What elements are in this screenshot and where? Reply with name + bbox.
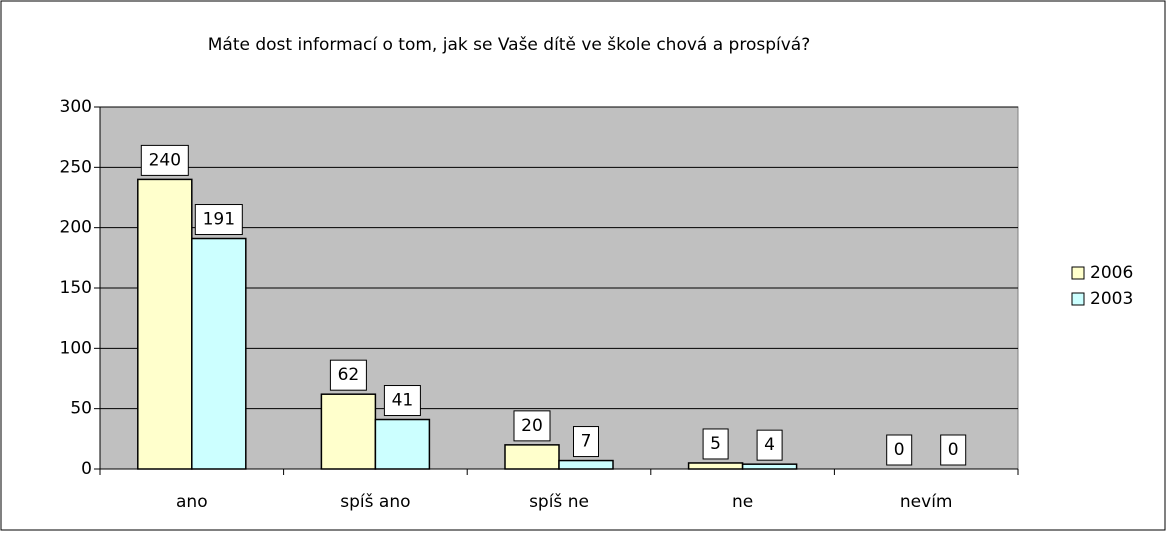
- bar: [137, 178, 193, 470]
- x-tick-label: ano: [176, 492, 208, 512]
- bar: [558, 459, 614, 470]
- data-label-box: [940, 434, 967, 466]
- data-label: 0: [894, 440, 905, 460]
- data-label: 5: [710, 434, 721, 454]
- y-tick-label: 300: [60, 97, 92, 117]
- x-tick-label: nevím: [900, 492, 953, 512]
- x-tick-label: spíš ano: [340, 492, 410, 512]
- data-label-box: [329, 359, 367, 391]
- x-tick-label: spíš ne: [529, 492, 589, 512]
- bar: [504, 444, 560, 470]
- y-tick-label: 100: [60, 338, 92, 358]
- legend-swatch: [1071, 266, 1085, 280]
- data-label: 7: [581, 432, 592, 452]
- bar: [320, 393, 377, 470]
- y-tick-label: 250: [60, 157, 92, 177]
- chart-title: Máte dost informací o tom, jak se Vaše d…: [208, 35, 811, 55]
- data-label: 240: [149, 150, 181, 170]
- legend-label: 2003: [1090, 289, 1133, 309]
- data-label: 0: [948, 440, 959, 460]
- data-label: 191: [203, 210, 235, 230]
- y-tick-label: 50: [70, 399, 92, 419]
- data-label: 20: [521, 416, 543, 436]
- legend-swatch: [1071, 292, 1085, 306]
- y-tick-label: 150: [60, 278, 92, 298]
- data-label-box: [383, 385, 421, 417]
- bar: [687, 462, 744, 470]
- data-label: 62: [338, 365, 360, 385]
- data-label-box: [194, 204, 243, 236]
- legend-label: 2006: [1090, 263, 1133, 283]
- data-label-box: [702, 428, 729, 460]
- bar: [191, 237, 247, 470]
- data-label: 4: [764, 435, 775, 455]
- data-label-box: [513, 410, 551, 442]
- data-label-box: [140, 144, 189, 176]
- data-label-box: [886, 434, 913, 466]
- data-label: 41: [392, 391, 414, 411]
- y-tick-label: 0: [81, 459, 92, 479]
- x-tick-label: ne: [732, 492, 753, 512]
- data-label-box: [573, 426, 599, 458]
- bar: [741, 463, 798, 470]
- data-label-box: [756, 429, 783, 461]
- y-tick-label: 200: [60, 218, 92, 238]
- bar: [374, 418, 431, 470]
